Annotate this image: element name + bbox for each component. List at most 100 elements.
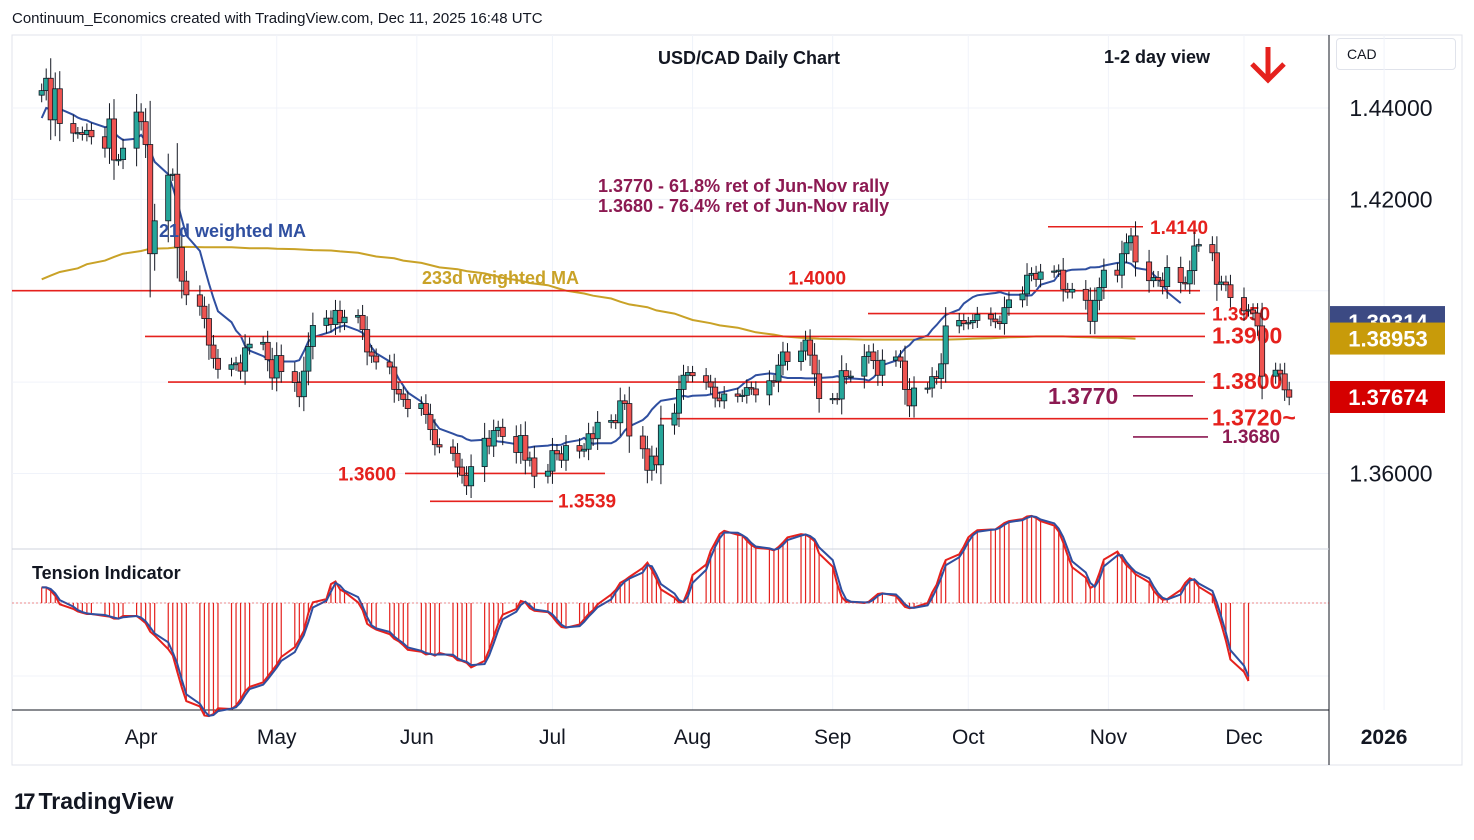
candle-body <box>897 356 904 362</box>
candle-body <box>300 370 307 398</box>
candle-body <box>1277 369 1284 375</box>
candle-body <box>870 351 877 362</box>
candle <box>1213 236 1220 301</box>
candle-body <box>1186 270 1193 285</box>
candle-body <box>88 129 95 138</box>
candle-body <box>1281 373 1288 391</box>
candle-body <box>400 393 407 400</box>
candle-body <box>183 280 190 296</box>
candle <box>870 343 877 370</box>
candle-body <box>1286 389 1293 398</box>
price-level-label: 1.3680 <box>1222 427 1280 448</box>
candle-body <box>1060 269 1067 290</box>
candle-body <box>309 325 316 347</box>
candle-body <box>228 364 235 370</box>
candle <box>1001 296 1008 335</box>
candle-body <box>594 421 601 440</box>
candle-body <box>1024 274 1031 295</box>
candle <box>838 355 845 415</box>
candle-body <box>816 373 823 399</box>
candle-body <box>1254 312 1261 327</box>
candle-body <box>481 437 488 468</box>
x-tick-label: Aug <box>674 726 711 749</box>
candle <box>490 419 497 457</box>
candle-body <box>838 370 845 400</box>
candle <box>721 386 728 409</box>
candle-body <box>1082 288 1089 301</box>
candle <box>133 93 140 167</box>
candle <box>843 363 850 385</box>
candle-body <box>395 389 402 395</box>
candle <box>775 354 782 393</box>
candle-body <box>278 355 285 372</box>
candle-body <box>766 380 773 396</box>
candle <box>1146 249 1153 293</box>
candle-body <box>1118 253 1125 276</box>
candle <box>563 435 570 471</box>
x-tick-label: Oct <box>952 726 985 749</box>
candle-body <box>1209 244 1216 254</box>
candle-body <box>1123 242 1130 255</box>
candle <box>228 357 235 377</box>
candle-body <box>549 450 556 472</box>
candle <box>205 303 212 360</box>
x-tick-label: Jul <box>539 726 566 749</box>
candle <box>111 99 118 180</box>
candle-body <box>1037 271 1044 280</box>
candle <box>422 394 429 424</box>
candle <box>811 343 818 386</box>
candle-body <box>291 371 298 383</box>
candle-body <box>703 375 710 383</box>
candle <box>703 367 710 390</box>
candle-body <box>581 448 588 452</box>
candle <box>1250 303 1257 320</box>
candle <box>246 337 253 355</box>
candle <box>142 108 149 158</box>
candle-body <box>775 364 782 382</box>
price-tag-label: 1.38953 <box>1348 327 1428 352</box>
candle <box>766 370 773 406</box>
ma233-label: 233d weighted MA <box>422 268 579 288</box>
candle <box>1069 282 1076 299</box>
candle-body <box>165 174 172 222</box>
candle-body <box>807 339 814 356</box>
candle-body <box>391 366 398 390</box>
candle <box>427 403 434 441</box>
candle <box>689 365 696 383</box>
candle-body <box>373 355 380 363</box>
candle-body <box>111 118 118 161</box>
candle-body <box>657 424 664 466</box>
candle <box>585 422 592 461</box>
candle-body <box>707 381 714 388</box>
candle <box>897 350 904 369</box>
candle <box>431 418 438 456</box>
candle <box>1118 240 1125 289</box>
candle <box>1186 260 1193 294</box>
candle <box>70 114 77 142</box>
candle <box>1227 274 1234 308</box>
candle-body <box>1100 269 1107 288</box>
candle-body <box>748 387 755 390</box>
candle-body <box>336 309 343 324</box>
candle <box>712 377 719 408</box>
candle <box>499 418 506 446</box>
candle <box>965 316 972 330</box>
currency-selector[interactable]: CAD <box>1336 38 1456 70</box>
candle-body <box>1019 293 1026 301</box>
candle-body <box>960 320 967 325</box>
candle <box>264 330 271 372</box>
candle-body <box>811 354 818 375</box>
candle-body <box>676 389 683 414</box>
fib-annotation-2: 1.3680 - 76.4% ret of Jun-Nov rally <box>598 196 889 216</box>
candle-body <box>689 372 696 377</box>
x-tick-label: Apr <box>125 726 158 749</box>
candle <box>359 304 366 340</box>
candle <box>974 306 981 328</box>
candle-body <box>1177 267 1184 283</box>
price-level-label: 1.4000 <box>788 269 846 290</box>
candle-body <box>680 374 687 390</box>
candle <box>626 386 633 453</box>
view-label: 1-2 day view <box>1104 47 1211 67</box>
candle <box>960 313 967 331</box>
candle <box>861 344 868 389</box>
